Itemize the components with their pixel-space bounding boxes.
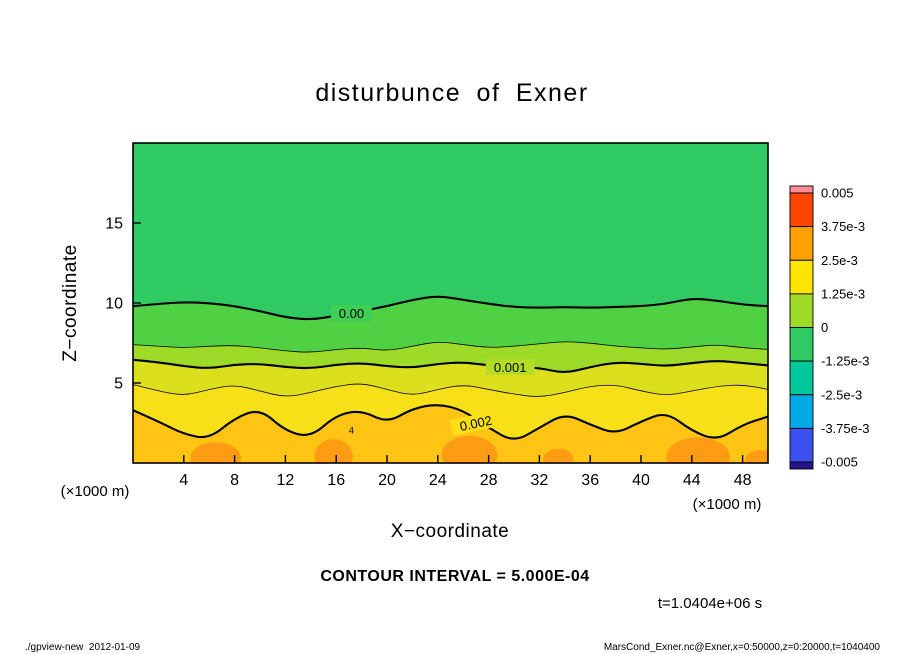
x-tick-label: 16: [327, 472, 345, 489]
colorbar-label: 0: [821, 320, 828, 335]
x-tick-label: 4: [179, 472, 188, 489]
x-axis-unit-label: (×1000 m): [693, 496, 762, 513]
contour-label: 0.00: [331, 305, 372, 322]
colorbar-label: 1.25e-3: [821, 286, 865, 301]
colorbar-cell: [789, 259, 814, 295]
colorbar-cell: [789, 185, 814, 194]
contour-label-text: 0.00: [339, 306, 364, 321]
contour-line: [133, 341, 768, 353]
x-tick-label: 20: [378, 472, 396, 489]
fill-band: [133, 384, 768, 439]
fill-band: [133, 405, 768, 463]
y-tick-label: 15: [105, 216, 123, 233]
contour-label-text: 0.001: [494, 360, 527, 375]
x-tick-label: 24: [429, 472, 447, 489]
x-tick-label: 48: [734, 472, 752, 489]
hot-spot: [314, 439, 353, 463]
plot-annotations: 4: [349, 425, 354, 435]
colorbar-label: 3.75e-3: [821, 219, 865, 234]
y-axis-unit-label: (×1000 m): [61, 483, 130, 500]
contour-label: 0.002: [450, 409, 502, 436]
x-tick-label: 12: [277, 472, 295, 489]
hot-spot: [543, 448, 574, 463]
hot-spot: [441, 435, 498, 463]
footer-program-date: ./gpview-new 2012-01-09: [25, 642, 141, 653]
contour-label-text: 0.002: [458, 413, 493, 434]
footer-dataset-path: MarsCond_Exner.nc@Exner,x=0:50000,z=0:20…: [604, 642, 881, 653]
contour-line: [133, 383, 768, 397]
chart-title: disturbunce of Exner: [315, 79, 588, 107]
contour-line: [133, 358, 768, 373]
hot-spot: [190, 442, 241, 463]
x-axis-label: X−coordinate: [391, 521, 510, 542]
fill-band: [133, 296, 768, 353]
contour-interval-caption: CONTOUR INTERVAL = 5.000E-04: [320, 568, 589, 585]
colorbar-label: -2.5e-3: [821, 387, 862, 402]
y-tick-label: 10: [105, 296, 123, 313]
y-axis-label: Z−coordinate: [60, 244, 81, 361]
contour-line: [133, 295, 768, 321]
colorbar-label: -3.75e-3: [821, 421, 869, 436]
x-tick-label: 36: [581, 472, 599, 489]
x-tick-label: 32: [531, 472, 549, 489]
contour-fill-bands: [133, 143, 768, 463]
hot-spot: [666, 437, 730, 463]
x-tick-label: 8: [230, 472, 239, 489]
contour-label-bg: [450, 409, 502, 436]
fill-band: [133, 341, 768, 372]
colorbar-cell: [789, 461, 814, 470]
contour-line: [133, 404, 768, 440]
colorbar-label: -0.005: [821, 455, 858, 470]
contour-label-bg: [331, 305, 372, 322]
y-tick-label: 5: [114, 376, 123, 393]
hot-spot: [745, 450, 768, 463]
contour-label-bg: [485, 358, 535, 375]
contour-lines: [133, 295, 768, 440]
colorbar-label: -1.25e-3: [821, 354, 869, 369]
colorbar-label: 0.005: [821, 186, 854, 201]
colorbar-cell: [789, 360, 814, 396]
colorbar-cell: [789, 327, 814, 362]
colorbar-cell: [789, 293, 814, 328]
colorbar-cell: [789, 394, 814, 429]
time-stamp-caption: t=1.0404e+06 s: [658, 595, 762, 612]
x-tick-label: 28: [480, 472, 498, 489]
x-tick-label: 44: [683, 472, 701, 489]
contour-label: 0.001: [485, 358, 535, 375]
contour-line-labels: 0.00 0.001 0.002: [331, 305, 535, 436]
colorbar-cell: [789, 192, 814, 228]
fill-band: [133, 359, 768, 397]
colorbar-label: 2.5e-3: [821, 253, 858, 268]
colorbar: 0.005 3.75e-3 2.5e-3 1.25e-3 0 -1.25e-3 -2.5e-…: [789, 185, 869, 470]
x-tick-label: 40: [632, 472, 650, 489]
colorbar-cell: [789, 427, 814, 463]
tiny-annotation: 4: [349, 425, 354, 435]
colorbar-cell: [789, 226, 814, 261]
fill-band: [133, 143, 768, 320]
